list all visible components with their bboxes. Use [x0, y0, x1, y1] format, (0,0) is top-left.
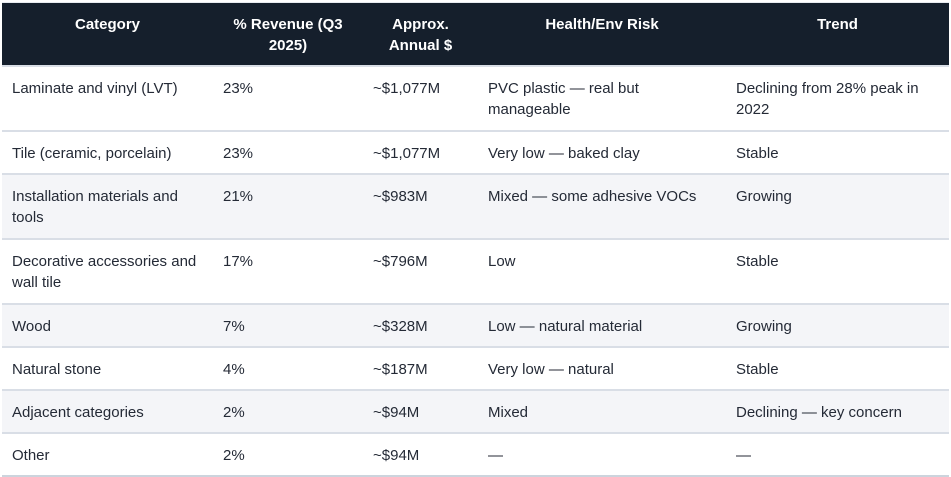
table-body: Laminate and vinyl (LVT) 23% ~$1,077M PVC p…	[2, 66, 949, 477]
table-row: Installation materials and tools 21% ~$983…	[2, 174, 949, 240]
header-row: Category% Revenue (Q3 2025) Approx. Annua…	[2, 3, 949, 67]
table-row: Tile (ceramic, porcelain) 23% ~$1,077M Very…	[2, 131, 949, 175]
table-row: Natural stone 4% ~$187M Very low — natural S…	[2, 347, 949, 391]
table-cell: 21%	[213, 174, 363, 240]
table-cell: Decorative accessories and wall tile	[2, 239, 213, 305]
table-cell: Declining from 28% peak in 2022	[726, 66, 949, 132]
table-row: Decorative accessories and wall tile 17% ~…	[2, 239, 949, 305]
category-risk-table: Category% Revenue (Q3 2025) Approx. Annua…	[2, 3, 949, 477]
table-cell: Declining — key concern	[726, 390, 949, 434]
table-cell: Tile (ceramic, porcelain)	[2, 131, 213, 175]
table-cell: ~$328M	[363, 304, 478, 348]
table-cell: ~$187M	[363, 347, 478, 391]
table-cell: 7%	[213, 304, 363, 348]
table-cell: 4%	[213, 347, 363, 391]
table-header: Category% Revenue (Q3 2025) Approx. Annua…	[2, 3, 949, 67]
table-cell: ~$94M	[363, 390, 478, 434]
table-cell: ~$1,077M	[363, 66, 478, 132]
table-row: Other 2% ~$94M — —	[2, 433, 949, 477]
table-cell: 17%	[213, 239, 363, 305]
table-cell: Other	[2, 433, 213, 477]
table-cell: Stable	[726, 347, 949, 391]
table-cell: Stable	[726, 239, 949, 305]
table-cell: 2%	[213, 433, 363, 477]
table-cell: Low	[478, 239, 726, 305]
table-cell: ~$94M	[363, 433, 478, 477]
table-cell: Growing	[726, 304, 949, 348]
table-row: Wood 7% ~$328M Low — natural material Growin…	[2, 304, 949, 348]
table-cell: —	[478, 433, 726, 477]
table-cell: Laminate and vinyl (LVT)	[2, 66, 213, 132]
table-cell: Very low — baked clay	[478, 131, 726, 175]
table-cell: ~$796M	[363, 239, 478, 305]
table-cell: —	[726, 433, 949, 477]
table-cell: Natural stone	[2, 347, 213, 391]
table-cell: Growing	[726, 174, 949, 240]
column-header: Trend	[726, 3, 949, 67]
table-cell: Stable	[726, 131, 949, 175]
table-cell: Mixed	[478, 390, 726, 434]
table-cell: Low — natural material	[478, 304, 726, 348]
table-cell: ~$1,077M	[363, 131, 478, 175]
table-cell: 2%	[213, 390, 363, 434]
table-cell: PVC plastic — real but manageable	[478, 66, 726, 132]
table-cell: ~$983M	[363, 174, 478, 240]
table-cell: Wood	[2, 304, 213, 348]
table-cell: 23%	[213, 131, 363, 175]
table-cell: Adjacent categories	[2, 390, 213, 434]
table-cell: 23%	[213, 66, 363, 132]
table-cell: Installation materials and tools	[2, 174, 213, 240]
column-header: Category	[2, 3, 213, 67]
column-header: % Revenue (Q3 2025)	[213, 3, 363, 67]
table-row: Laminate and vinyl (LVT) 23% ~$1,077M PVC p…	[2, 66, 949, 132]
table-row: Adjacent categories 2% ~$94M Mixed Declining…	[2, 390, 949, 434]
table-cell: Mixed — some adhesive VOCs	[478, 174, 726, 240]
table-cell: Very low — natural	[478, 347, 726, 391]
column-header: Approx. Annual $	[363, 3, 478, 67]
column-header: Health/Env Risk	[478, 3, 726, 67]
